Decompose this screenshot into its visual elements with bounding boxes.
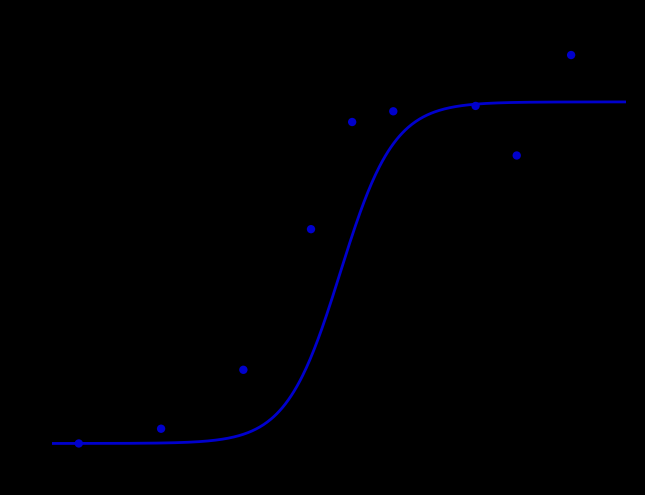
Point: [306, 225, 316, 233]
Point: [238, 366, 248, 374]
Point: [74, 440, 84, 447]
Point: [470, 102, 481, 110]
Point: [347, 118, 357, 126]
Point: [156, 425, 166, 433]
Point: [511, 151, 522, 159]
Point: [388, 107, 399, 115]
Point: [566, 51, 576, 59]
